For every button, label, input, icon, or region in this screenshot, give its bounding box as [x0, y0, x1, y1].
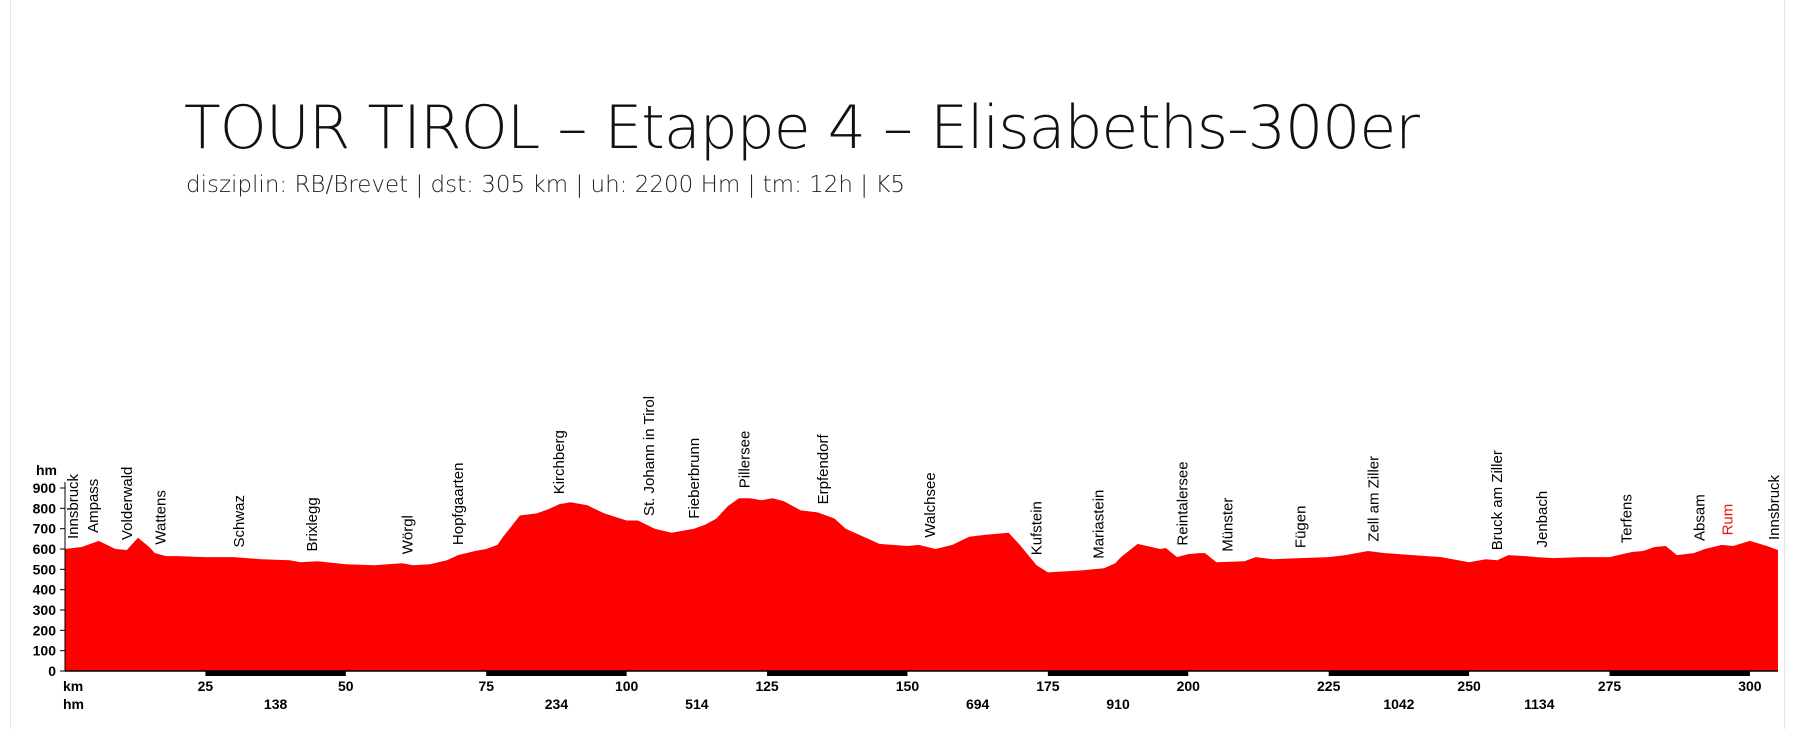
hm-row-label: hm: [63, 696, 84, 712]
x-tick-label: 200: [1177, 678, 1201, 694]
place-label: Kufstein: [1029, 501, 1046, 555]
place-label: Walchsee: [922, 472, 939, 537]
cumulative-climb-label: 1042: [1383, 696, 1414, 712]
page-frame: [10, 0, 1785, 729]
x-tick-label: 25: [198, 678, 214, 694]
cumulative-climb-label: 910: [1106, 696, 1130, 712]
place-label: Pillersee: [737, 431, 754, 489]
place-label: Innsbruck: [65, 473, 82, 539]
place-label: Reintalersee: [1175, 461, 1192, 545]
place-label: Erpfendorf: [815, 434, 832, 505]
x-axis-band: [205, 671, 346, 676]
y-tick-label: 0: [48, 663, 56, 679]
cumulative-climb-label: 1134: [1524, 696, 1555, 712]
place-label: Hopfgaarten: [450, 463, 467, 546]
place-label: Rum: [1720, 504, 1737, 536]
x-tick-label: 175: [1036, 678, 1060, 694]
y-tick-label: 200: [33, 622, 57, 638]
cumulative-climb-label: 234: [545, 696, 569, 712]
place-label: Ampass: [85, 479, 102, 533]
place-label: Terfens: [1618, 494, 1635, 543]
place-label: Absam: [1691, 494, 1708, 541]
y-axis-label: hm: [36, 462, 57, 478]
y-tick-label: 800: [33, 500, 57, 516]
place-label: Wörgl: [400, 515, 417, 554]
place-label: Kirchberg: [551, 430, 568, 494]
x-tick-label: 250: [1457, 678, 1481, 694]
x-tick-label: 300: [1738, 678, 1762, 694]
y-tick-label: 300: [33, 602, 57, 618]
place-label: Jenbach: [1534, 491, 1551, 548]
y-axis: 0 100 200 300 400 500 600 700 800 900 hm: [33, 462, 66, 679]
y-tick-label: 100: [33, 643, 57, 659]
elevation-area: [65, 498, 1778, 671]
x-axis: 25 50 75 100 125 150 175 200 225 250 275 300 km hm 138…: [63, 670, 1778, 712]
y-tick-label: 400: [33, 582, 57, 598]
place-label: Innsbruck: [1766, 474, 1783, 540]
y-tick-label: 600: [33, 541, 57, 557]
place-label: Schwaz: [231, 495, 248, 548]
x-axis-label: km: [63, 678, 83, 694]
x-tick-label: 75: [478, 678, 494, 694]
plot-area: [65, 498, 1778, 671]
place-label: St. Johann in Tirol: [641, 396, 658, 516]
place-label: Zell am Ziller: [1366, 456, 1383, 542]
y-tick-label: 500: [33, 561, 57, 577]
place-label: Fügen: [1293, 506, 1310, 549]
x-axis-band: [767, 671, 908, 676]
x-axis-band: [1328, 671, 1470, 676]
place-label: Münster: [1220, 498, 1237, 552]
y-tick-label: 700: [33, 521, 57, 537]
x-tick-label: 100: [615, 678, 639, 694]
x-tick-label: 225: [1317, 678, 1341, 694]
place-label: Brixlegg: [304, 497, 321, 551]
place-label: Volderwald: [119, 467, 136, 540]
place-label: Mariastein: [1090, 490, 1107, 559]
x-axis-band: [486, 671, 627, 676]
x-tick-label: 150: [896, 678, 920, 694]
x-tick-label: 50: [338, 678, 354, 694]
cumulative-climb-label: 514: [685, 696, 709, 712]
place-label: Wattens: [153, 490, 170, 544]
cumulative-climb-label: 694: [966, 696, 990, 712]
x-axis-band: [1609, 671, 1750, 676]
cumulative-climb-label: 138: [264, 696, 288, 712]
chart-subtitle: disziplin: RB/Brevet | dst: 305 km | uh:…: [186, 172, 906, 198]
x-tick-label: 125: [755, 678, 779, 694]
x-axis-band: [1047, 671, 1189, 676]
place-label: Bruck am Ziller: [1489, 450, 1506, 550]
chart-title: TOUR TIROL – Etappe 4 – Elisabeths-300er: [184, 93, 1420, 163]
x-tick-label: 275: [1598, 678, 1622, 694]
place-labels: Innsbruck Ampass Volderwald Wattens Schwaz Br…: [65, 396, 1783, 559]
y-tick-label: 900: [33, 480, 57, 496]
place-label: Fieberbrunn: [686, 438, 703, 519]
